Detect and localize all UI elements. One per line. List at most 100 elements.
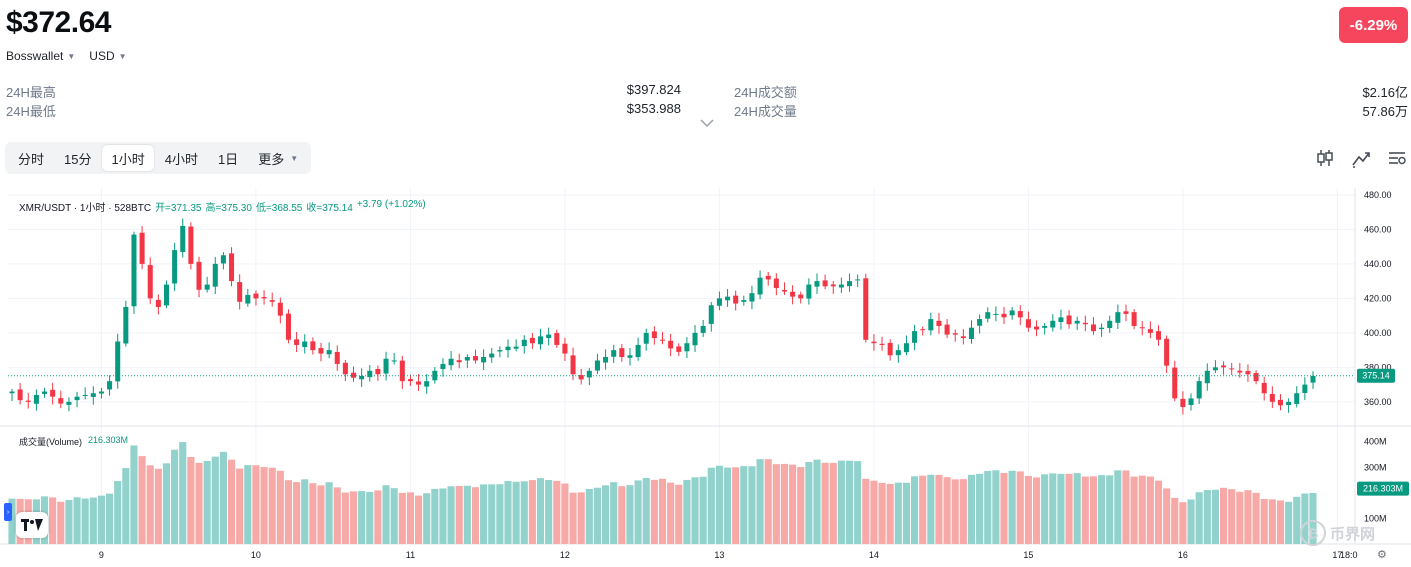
candle-body [603,357,609,363]
volume-bar [293,482,301,544]
price-tick-label: 420.00 [1364,293,1392,303]
volume-bar [642,477,650,544]
settings-list-icon[interactable] [1387,148,1407,168]
price-chart[interactable]: 480.00 460.00 440.00 420.00 400.00 380.00 360.… [0,188,1411,567]
volume-bar [1228,489,1236,544]
candle-body [1245,371,1251,375]
volume-bar [341,492,349,544]
candlestick-icon[interactable] [1315,148,1335,168]
gear-icon[interactable]: ⚙ [1377,549,1387,561]
volume-bar [1244,490,1252,544]
selector-row: Bosswallet ▼ USD ▼ [6,49,127,63]
candle-body [367,370,373,378]
volume-bar [309,483,317,544]
stat-low-value: $353.988 [626,101,681,116]
candle-body [635,344,641,358]
volume-bar [382,485,390,544]
volume-bar [959,479,967,544]
volume-bar [1252,492,1260,544]
volume-bar [927,474,935,544]
candle-body [9,391,15,394]
volume-bar [65,500,73,544]
volume-bar [675,484,683,544]
stat-high: 24H最高 $397.824 [6,82,681,101]
candle-body [513,346,519,349]
price-tick-label: 440.00 [1364,259,1392,269]
tab-timeframe-line[interactable]: 分时 [18,151,45,167]
current-volume-tag [1357,481,1409,496]
volume-bar [414,495,423,544]
tab-timeframe-1d[interactable]: 1日 [217,151,239,167]
volume-bar [1285,501,1293,544]
volume-tick-label: 100M [1364,513,1387,523]
candle-body [1302,384,1308,393]
legend-low: 低=368.55 [255,203,303,214]
candle-body [17,389,23,401]
candle-body [903,343,909,353]
volume-bar [1276,500,1285,544]
candle-body [765,275,771,280]
candle-body [456,360,462,363]
volume-bar [593,487,602,544]
volume-bar [1098,475,1106,544]
candle-body [220,255,226,264]
candle-body [659,339,666,341]
volume-bar [813,459,821,544]
volume-bar [772,464,780,544]
expand-chevron-icon[interactable] [700,117,714,131]
volume-bar [211,456,219,544]
candle-body [749,293,755,302]
tab-timeframe-4h[interactable]: 4小时 [164,151,198,167]
candle-body [773,278,779,289]
volume-bar [1106,475,1114,544]
volume-bar [1195,492,1203,544]
source-dropdown[interactable]: Bosswallet ▼ [6,49,75,63]
indicator-icon[interactable] [1351,148,1371,168]
time-tick-label: 14 [869,550,879,560]
volume-bar [236,468,244,544]
tradingview-logo-icon[interactable] [16,512,48,538]
candle-body [464,357,470,361]
volume-bar [130,445,138,544]
candle-body [944,324,950,335]
volume-bar [1114,470,1122,544]
candle-body [846,281,853,287]
candle-body [285,313,291,340]
candle-body [586,370,592,378]
candle-body [294,339,300,345]
candle-body [977,319,983,326]
candle-body [1009,310,1015,316]
volume-bar [967,474,976,544]
candle-body [1107,320,1113,329]
candle-body [261,297,267,299]
candle-body [871,341,877,344]
tab-timeframe-1h[interactable]: 1小时 [102,145,154,171]
candle-body [107,381,113,390]
candle-body [350,372,357,378]
candle-body [318,348,324,354]
tab-timeframe-15m[interactable]: 15分 [64,151,92,167]
volume-bar [561,483,569,544]
candle-body [611,350,617,357]
volume-bar [1154,480,1163,544]
candle-body [538,336,544,345]
candle-body [1131,312,1137,326]
volume-bar [1032,477,1041,544]
price-tick-label: 360.00 [1364,397,1392,407]
volume-bar [919,475,927,544]
candle-body [879,343,885,345]
volume-bar [89,497,97,544]
volume-bar [992,470,1000,544]
candle-body [521,339,527,347]
volume-bar [1000,472,1008,544]
candle-body [1042,325,1048,328]
tab-timeframe-more[interactable]: 更多 ▼ [249,145,307,171]
volume-bar [862,478,870,544]
currency-dropdown[interactable]: USD ▼ [89,49,126,63]
side-panel-toggle[interactable]: › [4,503,12,521]
candle-body [424,381,430,387]
candle-body [188,226,194,264]
candle-body [814,281,820,287]
stat-high-label: 24H最高 [6,85,56,100]
stat-low: 24H最低 $353.988 [6,101,681,120]
